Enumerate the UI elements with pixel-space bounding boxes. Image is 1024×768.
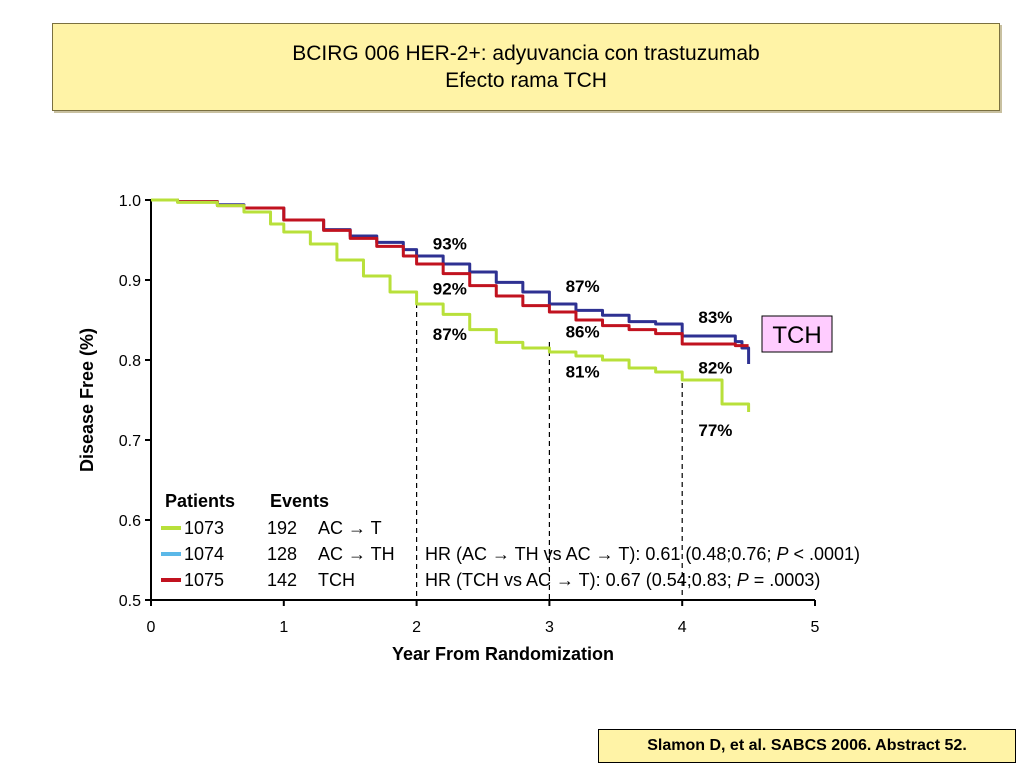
citation: Slamon D, et al. SABCS 2006. Abstract 52… <box>598 729 1016 763</box>
x-tick-label: 4 <box>678 619 687 636</box>
percent-label: 87% <box>433 325 467 344</box>
y-tick-label: 0.9 <box>119 273 141 290</box>
legend-patients: 1073 <box>184 518 224 538</box>
reference-lines <box>416 294 683 600</box>
annotations: 93% 92% 87% 87% 86% 81% 83% 82% 77% TCH <box>433 235 833 440</box>
percent-label: 77% <box>698 421 732 440</box>
legend-events: 192 <box>267 518 297 538</box>
legend-arm: TCH <box>318 570 355 590</box>
x-tick-label: 5 <box>811 619 820 636</box>
percent-label: 87% <box>566 277 600 296</box>
legend-header-patients: Patients <box>165 491 235 511</box>
series-lines <box>151 198 751 412</box>
legend-events: 128 <box>267 544 297 564</box>
series-line-tch <box>151 198 749 348</box>
percent-label: 86% <box>566 323 600 342</box>
x-tick-label: 2 <box>412 619 421 636</box>
legend-hazard-ratio: HR (TCH vs AC → T): 0.67 (0.54;0.83; P =… <box>425 570 820 590</box>
x-tick-label: 1 <box>279 619 288 636</box>
legend-events: 142 <box>267 570 297 590</box>
percent-label: 93% <box>433 235 467 254</box>
page-title: BCIRG 006 HER-2+: adyuvancia con trastuz… <box>292 42 760 65</box>
chart-axes: 0.5 0.6 0.7 0.8 0.9 1.0 0 1 2 3 4 5 Year From Random… <box>77 193 820 664</box>
page-subtitle: Efecto rama TCH <box>445 69 607 92</box>
tch-callout-box <box>761 315 833 353</box>
percent-label: 81% <box>566 363 600 382</box>
y-axis-label: Disease Free (%) <box>77 328 97 472</box>
y-tick-label: 0.5 <box>119 593 141 610</box>
percent-label: 92% <box>433 279 467 298</box>
series-line-ac_t <box>151 198 751 412</box>
legend: Patients Events 1073 192 AC → T 1074 128 AC → T… <box>161 491 860 590</box>
x-tick-label: 3 <box>545 619 554 636</box>
legend-arm: AC → TH <box>318 544 395 564</box>
x-axis-label: Year From Randomization <box>392 644 614 664</box>
percent-label: 83% <box>698 308 732 327</box>
y-tick-label: 0.6 <box>119 513 141 530</box>
y-tick-label: 0.8 <box>119 353 141 370</box>
y-tick-label: 0.7 <box>119 433 141 450</box>
legend-arm: AC → T <box>318 518 382 538</box>
y-tick-label: 1.0 <box>119 193 141 210</box>
x-tick-label: 0 <box>147 619 156 636</box>
legend-hazard-ratio: HR (AC → TH vs AC → T): 0.61 (0.48;0.76;… <box>425 544 860 564</box>
legend-patients: 1075 <box>184 570 224 590</box>
title-box: BCIRG 006 HER-2+: adyuvancia con trastuz… <box>52 23 1000 111</box>
percent-label: 82% <box>698 359 732 378</box>
legend-header-events: Events <box>270 491 329 511</box>
legend-patients: 1074 <box>184 544 224 564</box>
tch-callout-label: TCH <box>772 322 821 349</box>
